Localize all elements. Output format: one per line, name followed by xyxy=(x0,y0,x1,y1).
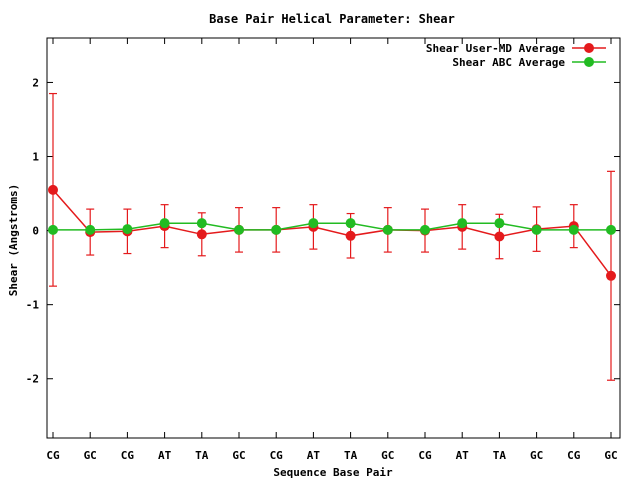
x-tick-label: CG xyxy=(567,449,581,462)
x-tick-label: CG xyxy=(270,449,284,462)
x-tick-label: AT xyxy=(456,449,470,462)
data-point xyxy=(382,224,393,235)
series-line xyxy=(52,189,612,277)
x-tick-label: GC xyxy=(84,449,97,462)
y-tick-label: 2 xyxy=(32,76,39,89)
x-tick-label: CG xyxy=(121,449,135,462)
x-tick-label: CG xyxy=(418,449,432,462)
x-tick-label: GC xyxy=(604,449,617,462)
x-tick-label: TA xyxy=(493,449,507,462)
x-tick-label: GC xyxy=(381,449,394,462)
y-tick-label: -2 xyxy=(26,373,39,386)
x-tick-label: GC xyxy=(530,449,543,462)
data-point xyxy=(345,230,356,241)
chart-title: Base Pair Helical Parameter: Shear xyxy=(209,12,455,26)
data-point xyxy=(48,184,58,195)
data-point xyxy=(48,224,58,235)
data-point xyxy=(568,224,579,235)
y-tick-label: -1 xyxy=(26,299,40,312)
data-point xyxy=(345,218,356,229)
x-tick-label: CG xyxy=(46,449,60,462)
x-tick-label: TA xyxy=(195,449,209,462)
y-tick-label: 0 xyxy=(32,225,39,238)
data-point xyxy=(196,218,207,229)
data-point xyxy=(606,270,616,281)
data-point xyxy=(234,224,244,235)
x-tick-label: AT xyxy=(158,449,172,462)
data-point xyxy=(196,229,207,240)
x-axis-title: Sequence Base Pair xyxy=(273,466,393,479)
data-point xyxy=(271,224,282,235)
data-point xyxy=(122,224,133,235)
legend-marker xyxy=(584,57,594,67)
legend-label: Shear ABC Average xyxy=(452,56,565,69)
data-point xyxy=(457,218,468,229)
data-point xyxy=(159,218,170,229)
data-point xyxy=(308,218,319,229)
data-point xyxy=(531,224,542,235)
data-point xyxy=(420,224,430,235)
data-point xyxy=(494,218,505,229)
axis-ticks: -2 -1 0 1 2 CG GC CG AT TA GC CG AT TA GC CG AT TA GC CG GC xyxy=(26,38,620,462)
data-point xyxy=(85,224,96,235)
legend-marker xyxy=(584,43,594,53)
data-point xyxy=(606,224,616,235)
series-layer xyxy=(48,92,616,381)
x-tick-label: AT xyxy=(307,449,321,462)
plot-frame xyxy=(46,37,621,439)
y-axis-title: Shear (Angstroms) xyxy=(7,184,20,297)
series-line xyxy=(53,222,611,231)
x-tick-label: TA xyxy=(344,449,358,462)
data-point xyxy=(494,231,505,242)
y-tick-label: 1 xyxy=(32,151,39,164)
x-tick-label: GC xyxy=(232,449,245,462)
legend-label: Shear User-MD Average xyxy=(426,42,565,55)
